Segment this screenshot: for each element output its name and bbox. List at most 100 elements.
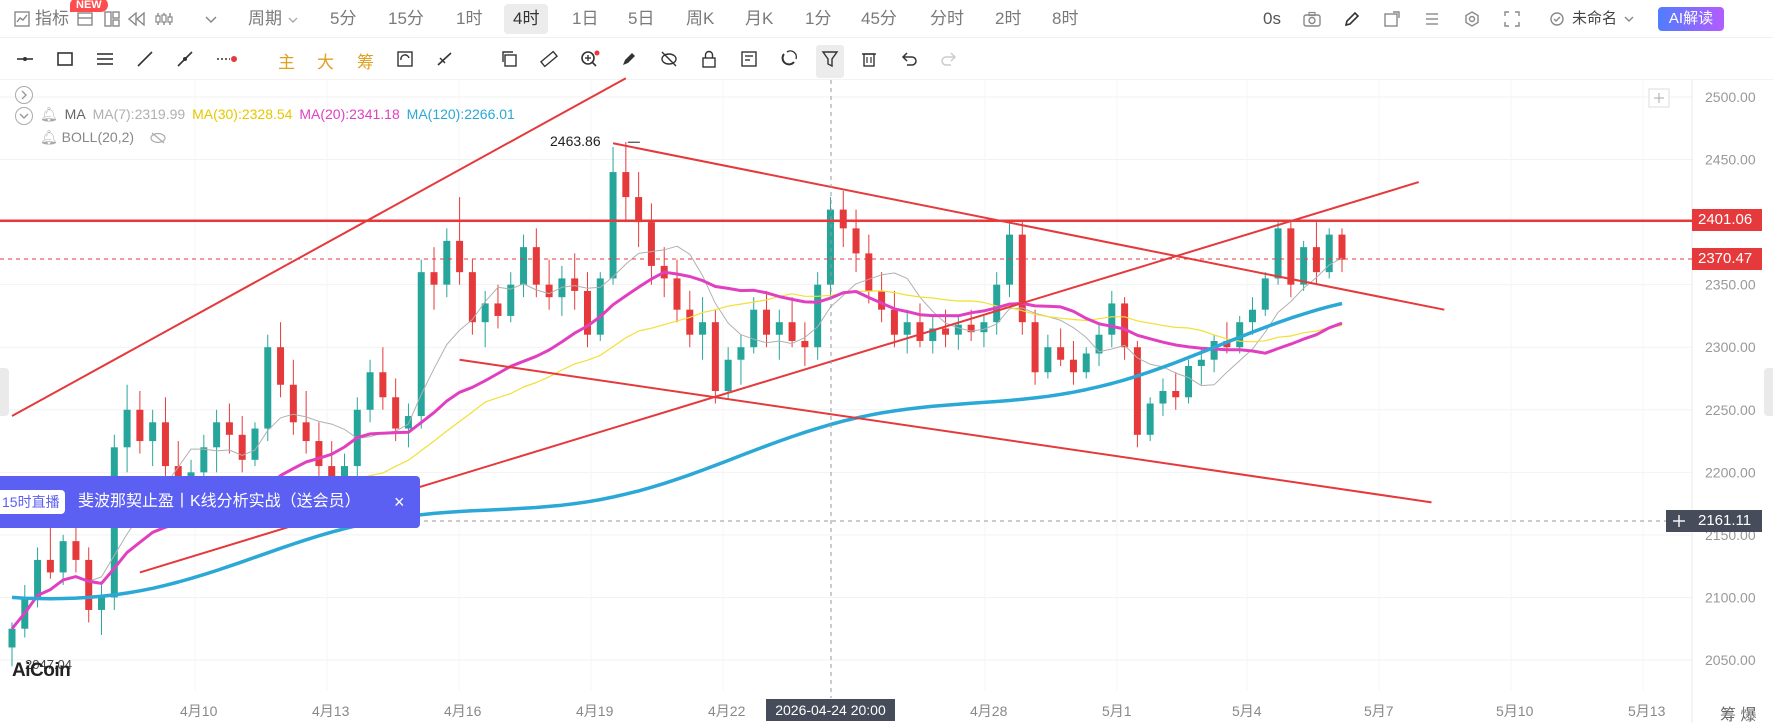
copy-icon[interactable] bbox=[500, 50, 518, 73]
sync-icon[interactable] bbox=[396, 50, 414, 73]
interval-1m[interactable]: 1分 bbox=[805, 9, 832, 28]
cloud-icon[interactable] bbox=[1549, 12, 1565, 26]
interval-5d[interactable]: 5日 bbox=[628, 9, 655, 28]
dotted-line-icon[interactable] bbox=[216, 50, 238, 73]
interval-8h[interactable]: 8时 bbox=[1052, 9, 1079, 28]
template-icon[interactable] bbox=[77, 11, 93, 27]
ai-interpret-button[interactable]: AI解读 bbox=[1658, 7, 1724, 31]
candle-body bbox=[763, 309, 771, 335]
interval-1h[interactable]: 1时 bbox=[456, 9, 483, 28]
layout-icon[interactable] bbox=[104, 11, 120, 27]
list-icon[interactable] bbox=[1424, 11, 1440, 27]
share-icon[interactable] bbox=[1384, 11, 1400, 27]
candle-body bbox=[1006, 234, 1013, 285]
candle-body bbox=[225, 422, 233, 435]
new-badge: NEW bbox=[70, 0, 108, 12]
bell-icon[interactable]: 🔔︎ bbox=[40, 106, 58, 122]
chevron-down-icon[interactable] bbox=[1624, 16, 1634, 23]
candle-body bbox=[1031, 322, 1039, 373]
big-order-tool[interactable]: 大 bbox=[317, 53, 334, 72]
expand-arrow-icon[interactable] bbox=[15, 86, 33, 104]
chip-tool[interactable]: 筹 bbox=[357, 53, 374, 72]
candle-body bbox=[1274, 228, 1282, 279]
bell-icon[interactable]: 🔔︎ bbox=[40, 129, 58, 145]
interval-1d[interactable]: 1日 bbox=[572, 9, 599, 28]
candle-body bbox=[1248, 309, 1256, 323]
live-stream-banner[interactable]: 15时直播 斐波那契止盈丨K线分析实战（送会员） × bbox=[0, 476, 420, 528]
candle-body bbox=[161, 422, 169, 467]
live-title[interactable]: 斐波那契止盈丨K线分析实战（送会员） bbox=[78, 493, 361, 510]
bottom-tools[interactable]: 筹 爆 bbox=[1720, 707, 1757, 723]
main-force-tool[interactable]: 主 bbox=[278, 53, 295, 72]
segment-icon[interactable] bbox=[176, 50, 194, 73]
brush-icon[interactable] bbox=[620, 50, 638, 73]
candle-body bbox=[1133, 347, 1141, 435]
interval-4h[interactable]: 4时 bbox=[504, 4, 549, 34]
lock-icon[interactable] bbox=[700, 50, 718, 73]
chart-type-icon[interactable] bbox=[155, 12, 173, 26]
zoom-in-icon[interactable] bbox=[580, 50, 600, 73]
candle-body bbox=[980, 322, 988, 333]
candle-body bbox=[1108, 303, 1116, 335]
candle-body bbox=[1159, 391, 1167, 404]
candle-body bbox=[1210, 340, 1218, 360]
ma20-line bbox=[10, 270, 1343, 630]
eye-off-icon[interactable] bbox=[150, 129, 166, 145]
candle-body bbox=[72, 541, 80, 560]
visibility-icon[interactable] bbox=[660, 50, 678, 73]
period-dropdown[interactable]: 周期 bbox=[248, 9, 282, 28]
redo-icon[interactable] bbox=[940, 50, 958, 73]
candle-body bbox=[417, 272, 425, 417]
left-panel-handle[interactable] bbox=[0, 368, 9, 416]
trend-line bbox=[612, 142, 1445, 311]
interval-5m[interactable]: 5分 bbox=[330, 9, 357, 28]
horizontal-ray-icon[interactable] bbox=[16, 50, 34, 73]
candle-body bbox=[302, 422, 310, 442]
interval-monthly[interactable]: 月K bbox=[745, 9, 774, 28]
camera-icon[interactable] bbox=[1303, 11, 1321, 27]
layout-name[interactable]: 未命名 bbox=[1572, 10, 1618, 27]
chevron-down-icon[interactable] bbox=[288, 17, 298, 24]
undo-icon[interactable] bbox=[900, 50, 918, 73]
candle-body bbox=[468, 272, 476, 323]
candle-body bbox=[149, 422, 157, 442]
chevron-down-icon[interactable] bbox=[205, 16, 217, 24]
trend-line-icon[interactable] bbox=[136, 50, 154, 73]
interval-timeshare[interactable]: 分时 bbox=[930, 9, 964, 28]
top-toolbar: 指标 NEW 周期 5分 15分 1时 4时 1日 5日 周K 月K 1分 45… bbox=[0, 0, 1773, 38]
aicoin-logo: AiCoin bbox=[12, 660, 71, 681]
indicator-button[interactable]: 指标 bbox=[35, 9, 69, 28]
ruler-icon[interactable] bbox=[539, 50, 559, 73]
crosshair-toggle-icon[interactable] bbox=[1648, 88, 1670, 108]
candle-body bbox=[775, 322, 783, 335]
time-tick-label: 5月10 bbox=[1496, 703, 1534, 719]
interval-15m[interactable]: 15分 bbox=[388, 9, 424, 28]
magnet-icon[interactable] bbox=[780, 50, 798, 73]
candle-body bbox=[878, 290, 886, 310]
edit-list-icon[interactable] bbox=[740, 50, 758, 73]
indicator-icon[interactable] bbox=[14, 11, 30, 27]
price-tick-label: 2200.00 bbox=[1705, 464, 1756, 480]
fullscreen-icon[interactable] bbox=[1504, 11, 1520, 27]
rewind-icon[interactable] bbox=[128, 12, 146, 26]
parallel-lines-icon[interactable] bbox=[96, 50, 114, 73]
close-icon[interactable]: × bbox=[394, 492, 405, 512]
price-tick-label: 2300.00 bbox=[1705, 339, 1756, 355]
time-tick-label: 4月28 bbox=[970, 703, 1008, 719]
interval-45m[interactable]: 45分 bbox=[861, 9, 897, 28]
trash-icon[interactable] bbox=[860, 50, 878, 73]
filter-icon[interactable] bbox=[816, 45, 844, 78]
collapse-arrow-icon[interactable] bbox=[15, 107, 33, 125]
right-panel-handle[interactable] bbox=[1764, 368, 1773, 416]
candle-body bbox=[1185, 365, 1193, 398]
price-tick-label: 2050.00 bbox=[1705, 652, 1756, 668]
resistance-price-tag: 2401.06 bbox=[1692, 209, 1762, 231]
add-alert-icon[interactable] bbox=[1666, 510, 1692, 532]
rectangle-icon[interactable] bbox=[56, 50, 74, 73]
settings-icon[interactable] bbox=[1464, 11, 1480, 27]
interval-weekly[interactable]: 周K bbox=[686, 9, 715, 28]
measure-icon[interactable] bbox=[436, 50, 454, 73]
interval-2h[interactable]: 2时 bbox=[995, 9, 1022, 28]
pen-icon[interactable] bbox=[1343, 10, 1361, 28]
candle-body bbox=[622, 172, 630, 198]
